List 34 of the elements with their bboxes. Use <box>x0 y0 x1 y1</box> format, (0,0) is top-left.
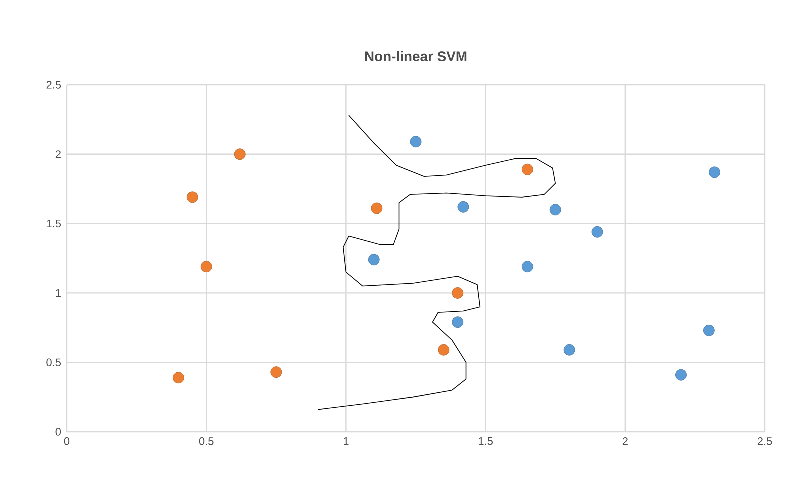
point <box>709 166 720 178</box>
point <box>564 344 576 356</box>
point <box>172 372 184 384</box>
point <box>270 366 282 378</box>
chart-title: Non-linear SVM <box>365 51 467 62</box>
y-tick-label: 2.5 <box>46 81 62 89</box>
x-tick-label: 0.5 <box>199 438 214 446</box>
x-tick-label: 2.5 <box>758 438 772 446</box>
point <box>368 254 380 266</box>
y-tick-label: 1.5 <box>47 220 62 228</box>
line-series <box>318 115 556 410</box>
point <box>522 164 534 176</box>
point <box>676 369 687 381</box>
point <box>458 201 470 213</box>
x-tick-label: 0 <box>64 438 70 446</box>
x-tick-label: 1 <box>344 438 349 446</box>
point <box>550 204 562 216</box>
y-tick-label: 0.5 <box>46 358 62 366</box>
y-tick-label: 1 <box>56 289 61 297</box>
point <box>371 202 383 214</box>
point <box>200 261 212 273</box>
x-tick-label: 1.5 <box>479 438 493 446</box>
x-tick-label: 2 <box>622 438 628 446</box>
point <box>452 288 464 299</box>
y-tick-label: 0 <box>56 428 62 436</box>
point <box>522 261 534 273</box>
y-tick-label: 2 <box>56 150 61 158</box>
point <box>592 226 604 238</box>
point <box>234 148 246 160</box>
point <box>452 316 464 328</box>
point <box>186 192 198 204</box>
point <box>438 344 450 356</box>
point <box>703 324 715 336</box>
point <box>410 136 422 148</box>
